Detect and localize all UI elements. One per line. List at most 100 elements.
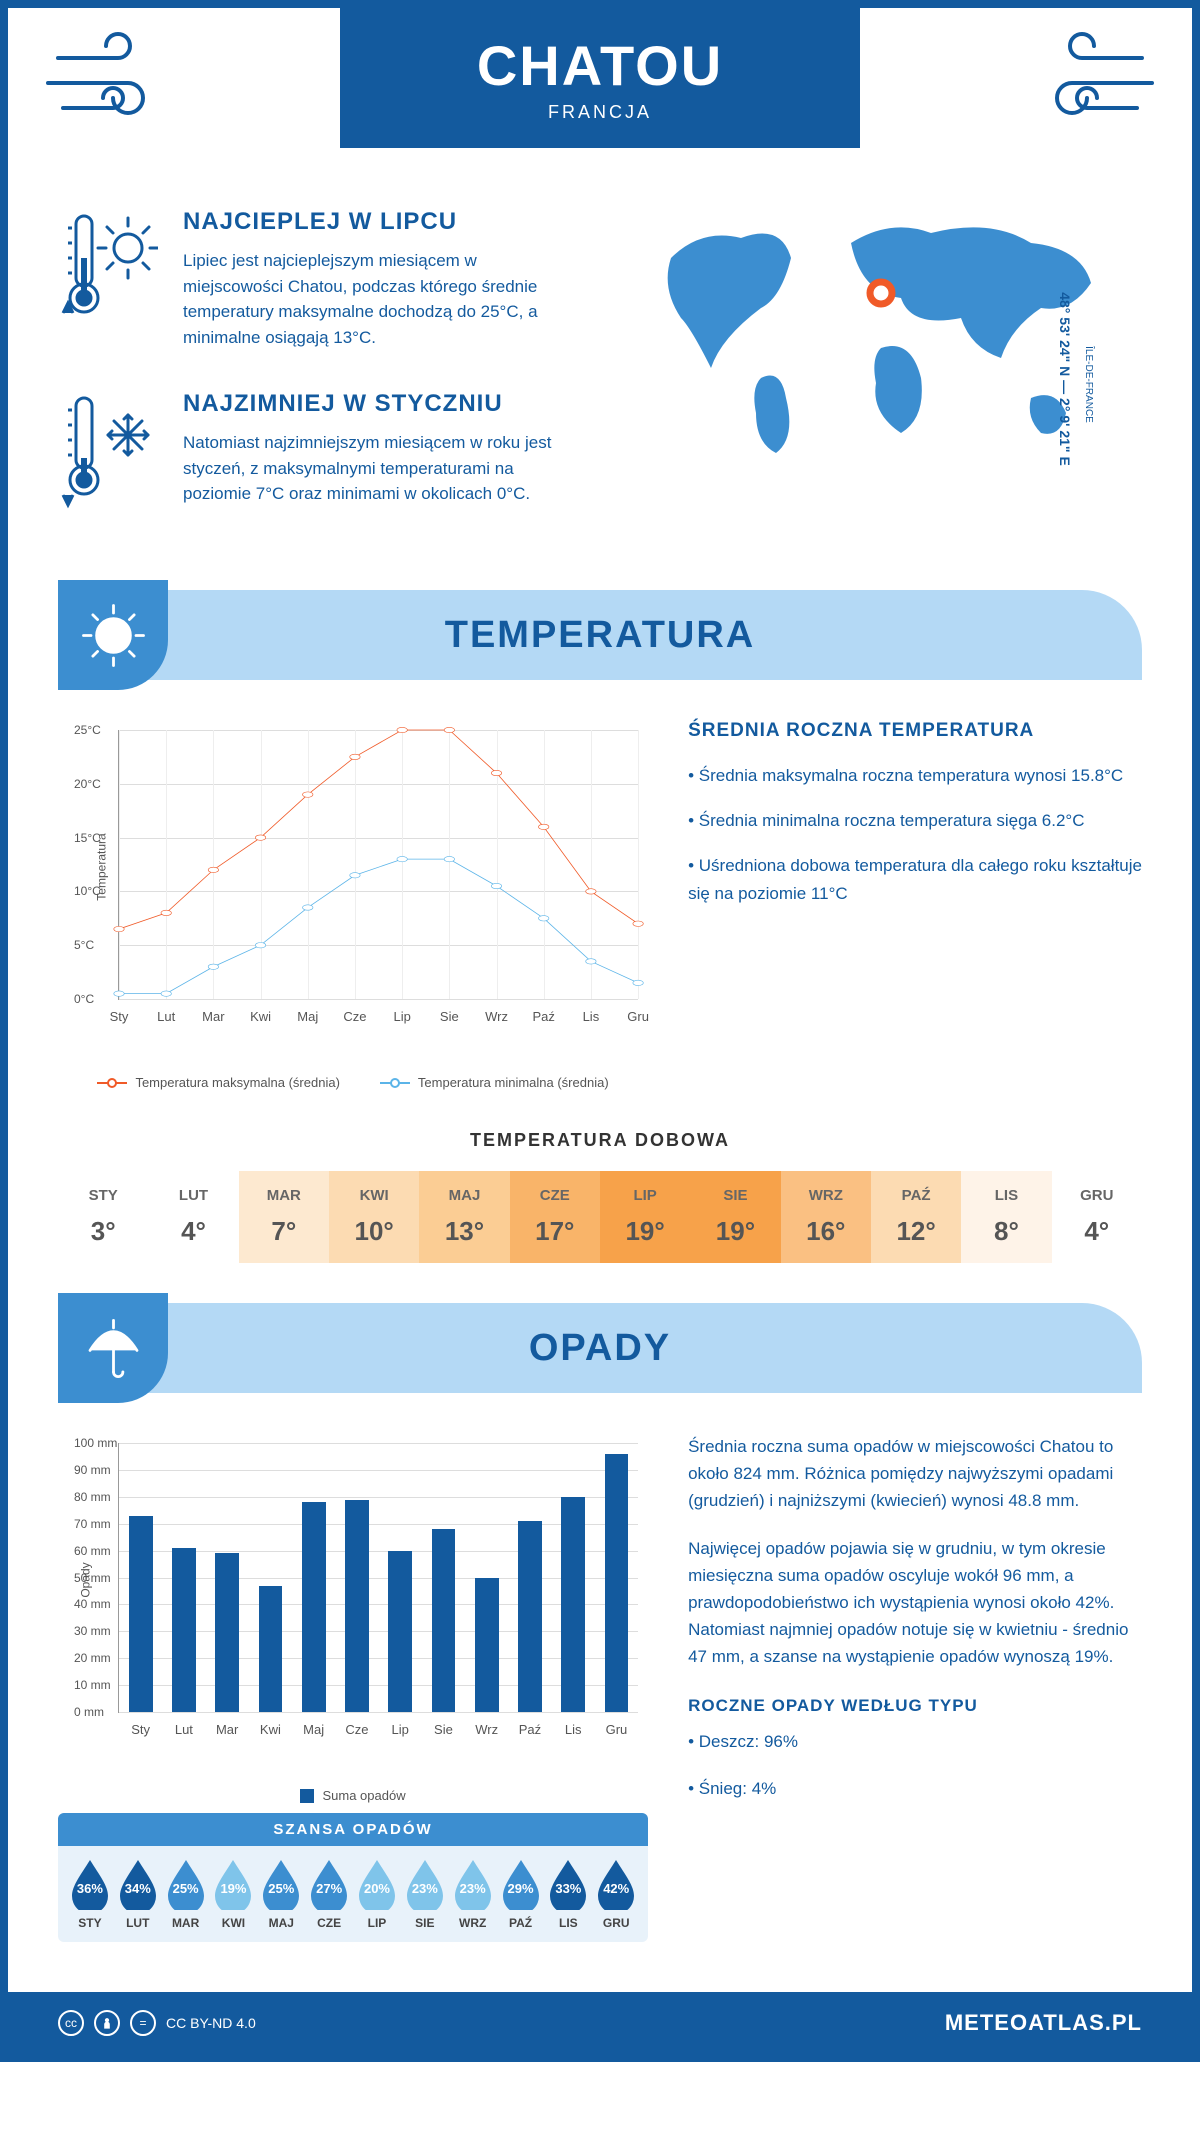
- x-tick-label: Sie: [440, 1009, 459, 1024]
- daily-month: LUT: [152, 1187, 234, 1204]
- daily-temp-cell: CZE17°: [510, 1171, 600, 1263]
- drop-icon: 23%: [403, 1858, 447, 1910]
- region-label: ÎLE-DE-FRANCE: [1083, 346, 1094, 423]
- x-tick-label: Gru: [606, 1722, 628, 1737]
- precip-bar: [172, 1548, 196, 1712]
- x-tick-label: Kwi: [250, 1009, 271, 1024]
- thermometer-snow-icon: [58, 390, 158, 510]
- x-tick-label: Sty: [110, 1009, 129, 1024]
- fact-hot-content: NAJCIEPLEJ W LIPCU Lipiec jest najcieple…: [183, 208, 580, 350]
- x-tick-label: Lip: [391, 1722, 408, 1737]
- drop-icon: 29%: [499, 1858, 543, 1910]
- precip-bar-chart: Opady 0 mm10 mm20 mm30 mm40 mm50 mm60 mm…: [58, 1433, 648, 1942]
- chance-strip: SZANSA OPADÓW 36% STY 34% LUT 25% MAR 19…: [58, 1813, 648, 1942]
- sun-icon: [58, 580, 168, 690]
- y-tick-label: 50 mm: [74, 1571, 111, 1585]
- chance-value: 33%: [555, 1881, 581, 1896]
- nd-icon: =: [130, 2010, 156, 2036]
- drop-icon: 23%: [451, 1858, 495, 1910]
- precip-info: Średnia roczna suma opadów w miejscowośc…: [688, 1433, 1142, 1942]
- chance-cell: 29% PAŹ: [497, 1858, 545, 1930]
- fact-cold: NAJZIMNIEJ W STYCZNIU Natomiast najzimni…: [58, 390, 580, 510]
- daily-month: LIS: [965, 1187, 1047, 1204]
- precip-text-1: Średnia roczna suma opadów w miejscowośc…: [688, 1433, 1142, 1515]
- daily-value: 3°: [62, 1216, 144, 1247]
- x-tick-label: Lip: [393, 1009, 410, 1024]
- chance-cell: 19% KWI: [210, 1858, 258, 1930]
- daily-temp-cell: LUT 4°: [148, 1171, 238, 1263]
- temp-info-title: ŚREDNIA ROCZNA TEMPERATURA: [688, 720, 1142, 742]
- temp-line-chart: Temperatura 0°C5°C10°C15°C20°C25°CStyLut…: [58, 720, 648, 1090]
- temp-info: ŚREDNIA ROCZNA TEMPERATURA • Średnia mak…: [688, 720, 1142, 1090]
- drop-icon: 25%: [164, 1858, 208, 1910]
- daily-temp-table: STY3°LUT4°MAR7°KWI10°MAJ13°CZE17°LIP19°S…: [58, 1171, 1142, 1263]
- daily-temp-cell: MAJ13°: [419, 1171, 509, 1263]
- x-tick-label: Mar: [202, 1009, 224, 1024]
- coordinates: 48° 53' 24" N — 2° 9' 21" E: [1057, 292, 1073, 466]
- drop-icon: 42%: [594, 1858, 638, 1910]
- chance-cell: 42% GRU: [592, 1858, 640, 1930]
- y-tick-label: 90 mm: [74, 1463, 111, 1477]
- chance-cell: 23% SIE: [401, 1858, 449, 1930]
- chance-month: STY: [66, 1916, 114, 1930]
- daily-value: 10°: [333, 1216, 415, 1247]
- temp-legend: Temperatura maksymalna (średnia) Tempera…: [58, 1075, 648, 1090]
- drop-icon: 33%: [546, 1858, 590, 1910]
- precip-bar: [302, 1502, 326, 1712]
- temp-bullet: • Uśredniona dobowa temperatura dla całe…: [688, 852, 1142, 906]
- temp-title: TEMPERATURA: [445, 614, 756, 657]
- chance-value: 42%: [603, 1881, 629, 1896]
- y-tick-label: 40 mm: [74, 1597, 111, 1611]
- wind-icon-right: [1012, 28, 1162, 138]
- x-tick-label: Gru: [627, 1009, 649, 1024]
- y-tick-label: 0 mm: [74, 1705, 104, 1719]
- header-banner: CHATOU FRANCJA: [340, 8, 860, 148]
- chance-month: GRU: [592, 1916, 640, 1930]
- precip-bar: [259, 1586, 283, 1712]
- drop-icon: 34%: [116, 1858, 160, 1910]
- temp-body: Temperatura 0°C5°C10°C15°C20°C25°CStyLut…: [8, 680, 1192, 1130]
- temp-bullet: • Średnia minimalna roczna temperatura s…: [688, 807, 1142, 834]
- daily-temp-title: TEMPERATURA DOBOWA: [58, 1130, 1142, 1151]
- x-tick-label: Lut: [175, 1722, 193, 1737]
- x-tick-label: Cze: [345, 1722, 368, 1737]
- y-tick-label: 80 mm: [74, 1490, 111, 1504]
- temp-bullet: • Średnia maksymalna roczna temperatura …: [688, 762, 1142, 789]
- y-tick-label: 20 mm: [74, 1651, 111, 1665]
- intro-section: NAJCIEPLEJ W LIPCU Lipiec jest najcieple…: [8, 188, 1192, 590]
- wind-icon-left: [38, 28, 188, 138]
- daily-temp-cell: WRZ16°: [781, 1171, 871, 1263]
- daily-month: KWI: [333, 1187, 415, 1204]
- y-tick-label: 10°C: [74, 884, 101, 898]
- chance-value: 29%: [508, 1881, 534, 1896]
- drop-icon: 19%: [211, 1858, 255, 1910]
- daily-value: 4°: [152, 1216, 234, 1247]
- license-text: CC BY-ND 4.0: [166, 2015, 256, 2031]
- chance-title: SZANSA OPADÓW: [58, 1813, 648, 1846]
- page: CHATOU FRANCJA: [0, 0, 1200, 2062]
- country-name: FRANCJA: [548, 102, 652, 123]
- footer-site: METEOATLAS.PL: [945, 2010, 1142, 2036]
- daily-temp-cell: LIS8°: [961, 1171, 1051, 1263]
- map-column: 48° 53' 24" N — 2° 9' 21" E ÎLE-DE-FRANC…: [620, 208, 1142, 550]
- chance-month: MAR: [162, 1916, 210, 1930]
- chance-month: WRZ: [449, 1916, 497, 1930]
- precip-bar: [561, 1497, 585, 1712]
- daily-value: 19°: [694, 1216, 776, 1247]
- daily-temp-cell: MAR7°: [239, 1171, 329, 1263]
- x-tick-label: Lis: [583, 1009, 600, 1024]
- daily-temp-cell: LIP19°: [600, 1171, 690, 1263]
- x-tick-label: Maj: [303, 1722, 324, 1737]
- chance-month: PAŹ: [497, 1916, 545, 1930]
- drop-icon: 20%: [355, 1858, 399, 1910]
- daily-value: 4°: [1056, 1216, 1138, 1247]
- x-tick-label: Lis: [565, 1722, 582, 1737]
- y-tick-label: 5°C: [74, 938, 94, 952]
- daily-value: 12°: [875, 1216, 957, 1247]
- fact-hot: NAJCIEPLEJ W LIPCU Lipiec jest najcieple…: [58, 208, 580, 350]
- chance-month: CZE: [305, 1916, 353, 1930]
- y-tick-label: 70 mm: [74, 1517, 111, 1531]
- x-tick-label: Wrz: [475, 1722, 498, 1737]
- chance-value: 23%: [412, 1881, 438, 1896]
- daily-month: WRZ: [785, 1187, 867, 1204]
